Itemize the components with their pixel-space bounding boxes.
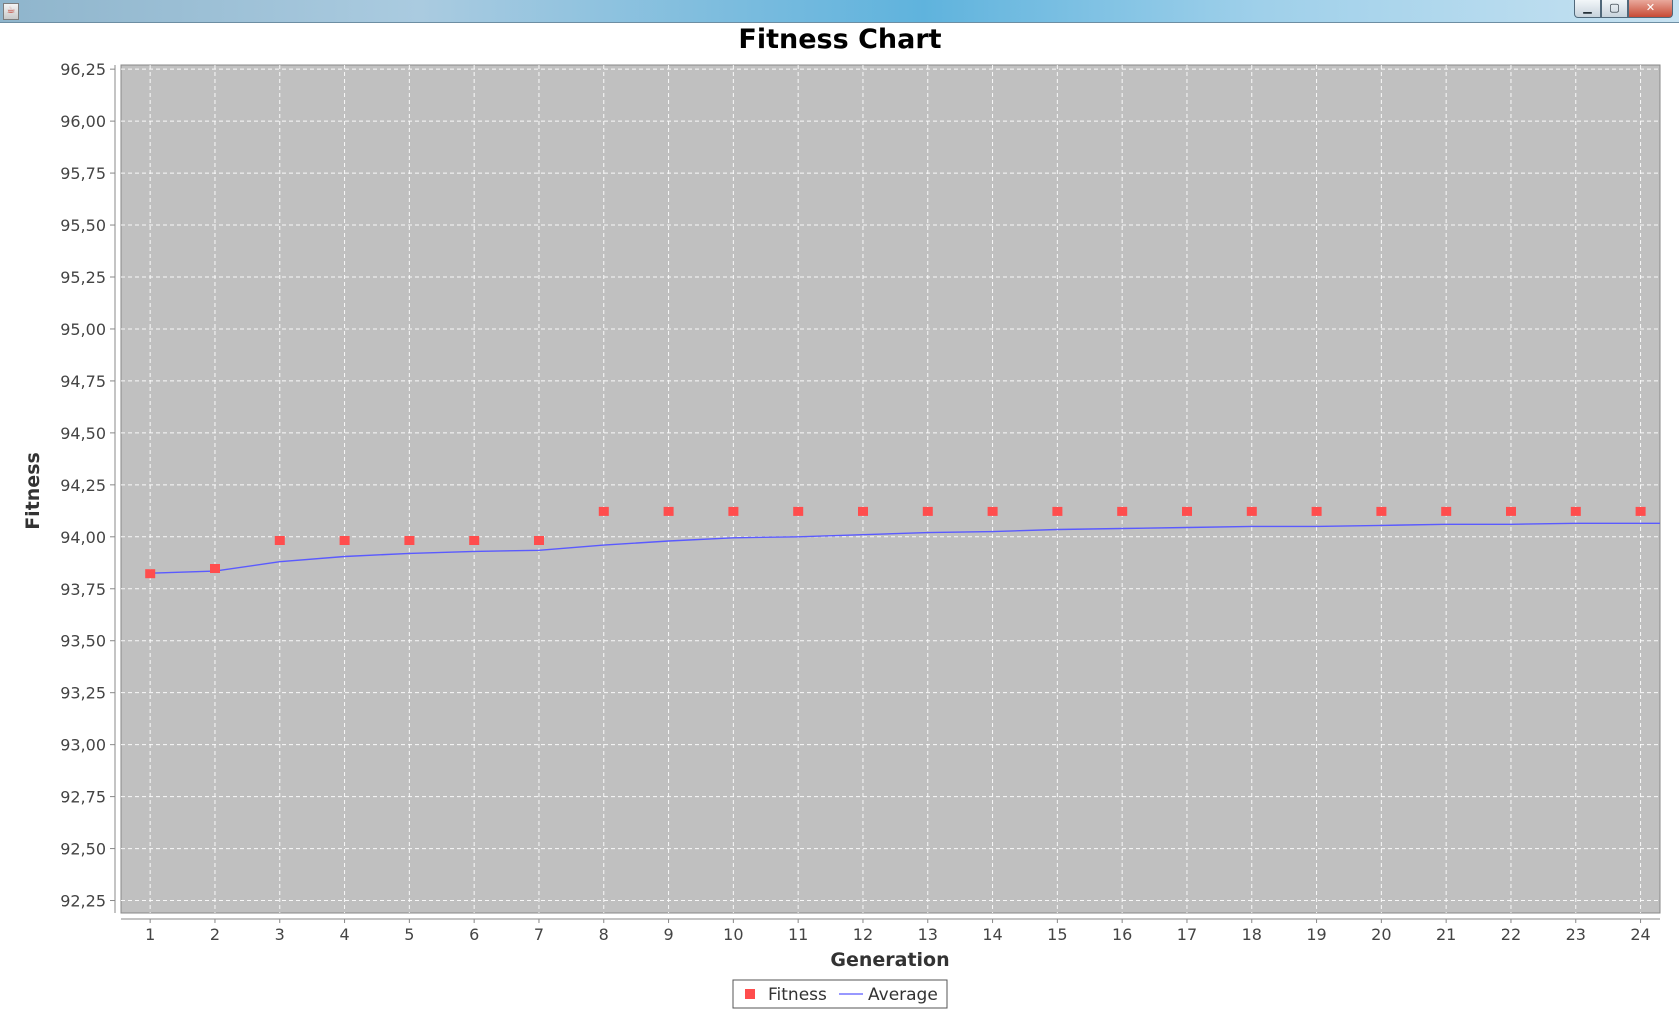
x-tick-label: 18 (1242, 925, 1262, 944)
x-tick-label: 11 (788, 925, 808, 944)
y-tick-label: 93,75 (60, 580, 106, 599)
fitness-point (1311, 506, 1322, 516)
fitness-point (145, 569, 156, 579)
x-tick-label: 15 (1047, 925, 1067, 944)
close-button[interactable]: ✕ (1628, 0, 1673, 18)
x-tick-label: 5 (404, 925, 414, 944)
chart-title: Fitness Chart (738, 24, 941, 55)
x-tick-label: 23 (1566, 925, 1586, 944)
y-axis-label: Fitness (22, 452, 44, 530)
window-controls: ▁ ▢ ✕ (1574, 0, 1673, 18)
window-titlebar: ☕ ▁ ▢ ✕ (0, 0, 1679, 23)
legend: Fitness Average (732, 979, 948, 1009)
y-tick-label: 92,50 (60, 840, 106, 859)
y-tick-label: 93,00 (60, 736, 106, 755)
x-tick-label: 22 (1501, 925, 1521, 944)
y-tick-label: 94,25 (60, 476, 106, 495)
minimize-button[interactable]: ▁ (1574, 0, 1601, 18)
fitness-point (469, 536, 480, 545)
y-tick-label: 94,50 (60, 424, 106, 443)
y-tick-label: 93,25 (60, 684, 106, 703)
y-tick-label: 94,75 (60, 372, 106, 391)
fitness-point (1117, 506, 1128, 516)
legend-fitness-marker (745, 989, 755, 999)
x-tick-label: 7 (534, 925, 544, 944)
x-tick-label: 3 (275, 925, 285, 944)
fitness-point (210, 564, 220, 573)
y-tick-label: 95,25 (60, 268, 106, 287)
fitness-point (1506, 506, 1516, 516)
x-tick-label: 16 (1112, 925, 1132, 944)
fitness-point (598, 506, 609, 516)
gridlines (121, 65, 1660, 913)
average-line (150, 522, 1660, 574)
y-tick-label: 92,75 (60, 788, 106, 807)
x-tick-label: 13 (918, 925, 938, 944)
fitness-point (1376, 506, 1387, 516)
fitness-point (404, 536, 415, 545)
x-tick-label: 17 (1177, 925, 1197, 944)
fitness-point (987, 506, 998, 516)
fitness-point (1052, 506, 1063, 516)
fitness-point (858, 506, 868, 516)
x-tick-label: 12 (853, 925, 873, 944)
maximize-button[interactable]: ▢ (1601, 0, 1628, 18)
fitness-point (1635, 506, 1646, 516)
x-tick-label: 19 (1306, 925, 1326, 944)
average-series (150, 522, 1660, 574)
x-tick-label: 2 (210, 925, 220, 944)
legend-fitness-label: Fitness (768, 985, 827, 1005)
x-tick-label: 10 (723, 925, 743, 944)
x-tick-label: 4 (339, 925, 349, 944)
x-tick-label: 8 (599, 925, 609, 944)
fitness-point (534, 536, 544, 545)
fitness-point (1441, 506, 1452, 516)
x-tick-label: 20 (1371, 925, 1391, 944)
x-tick-label: 9 (663, 925, 673, 944)
fitness-series (145, 506, 1646, 579)
y-tick-label: 94,00 (60, 528, 106, 547)
fitness-point (1182, 506, 1192, 516)
x-tick-label: 24 (1630, 925, 1650, 944)
y-tick-label: 96,00 (60, 112, 106, 131)
fitness-point (1246, 506, 1257, 516)
fitness-point (922, 506, 933, 516)
fitness-point (1570, 506, 1581, 516)
x-axis-ticks: 1 2 3 4 5 6 7 8 9 10 11 12 13 14 15 16 17 18 19 20 21 22 23 24 (145, 919, 1651, 944)
fitness-point (274, 536, 285, 545)
plot-area (120, 64, 1661, 914)
java-app-icon[interactable]: ☕ (3, 3, 19, 20)
y-tick-label: 95,00 (60, 320, 106, 339)
y-tick-label: 95,50 (60, 216, 106, 235)
x-tick-label: 14 (982, 925, 1002, 944)
y-tick-label: 93,50 (60, 632, 106, 651)
fitness-point (339, 536, 350, 545)
y-tick-label: 92,25 (60, 892, 106, 911)
fitness-point (793, 506, 804, 516)
fitness-point (663, 506, 674, 516)
x-tick-label: 1 (145, 925, 155, 944)
y-tick-label: 95,75 (60, 164, 106, 183)
y-tick-label: 96,25 (60, 60, 106, 79)
fitness-point (728, 506, 739, 516)
x-axis-label: Generation (830, 949, 949, 971)
legend-average-label: Average (868, 985, 938, 1005)
y-axis-ticks: 92,25 92,50 92,75 93,00 93,25 93,50 93,75 94,00… (60, 60, 115, 911)
x-tick-label: 21 (1436, 925, 1456, 944)
x-tick-label: 6 (469, 925, 479, 944)
